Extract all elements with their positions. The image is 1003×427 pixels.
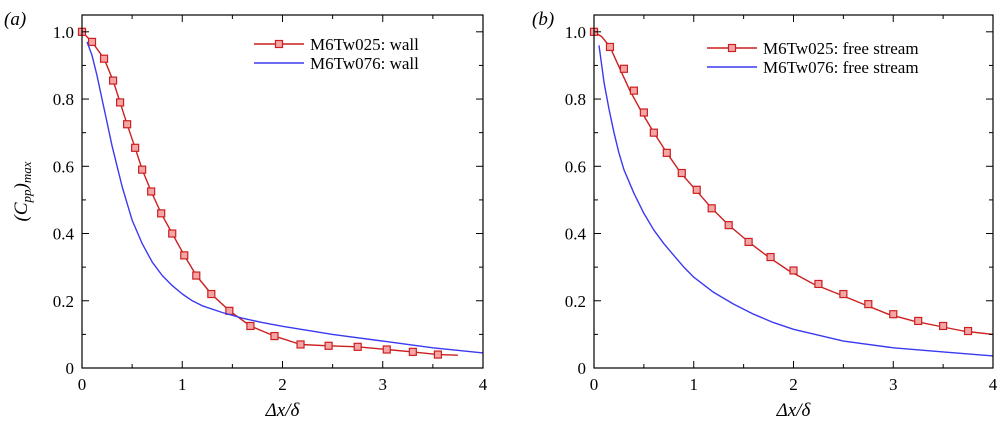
x-tick-label: 0 [78, 375, 87, 394]
series-line-1 [598, 45, 994, 357]
panel-label: (b) [532, 9, 554, 30]
legend-label: M6Tw076: free stream [763, 58, 919, 77]
data-point [814, 279, 823, 289]
legend-label: M6Tw025: free stream [763, 39, 919, 58]
data-point [138, 165, 147, 174]
y-tick-label: 0.8 [565, 90, 586, 109]
y-tick-label: 0 [66, 359, 75, 378]
data-point [692, 185, 701, 194]
data-point [707, 204, 716, 213]
data-point [270, 331, 279, 341]
data-point [147, 187, 156, 196]
data-point [324, 341, 333, 350]
data-point [87, 37, 97, 46]
data-point [180, 251, 189, 260]
y-tick-label: 0 [578, 359, 587, 378]
data-point [629, 86, 639, 95]
x-tick-label: 3 [379, 375, 388, 394]
data-point [192, 271, 201, 280]
data-point [939, 321, 948, 331]
legend-marker [727, 43, 737, 53]
data-point [246, 321, 255, 331]
data-point [99, 54, 109, 63]
data-point [914, 316, 923, 326]
x-tick-label: 0 [590, 375, 599, 394]
ticks-layer: 0 1 2 3 4 0 0.2 0.4 0.6 0.8 1.0 [53, 15, 488, 394]
y-axis-label: (Cpp)max [11, 161, 34, 221]
y-tick-label: 0.6 [565, 157, 586, 176]
x-tick-label: 3 [889, 375, 898, 394]
x-tick-label: 1 [178, 375, 187, 394]
legend-label: M6Tw076: wall [310, 54, 419, 73]
data-point [353, 342, 362, 351]
data-point [157, 209, 166, 218]
data-point [963, 326, 973, 336]
data-point [649, 128, 658, 137]
series-line-1 [86, 41, 484, 354]
data-point [115, 98, 125, 107]
series-line-0 [593, 31, 994, 336]
data-point [677, 168, 686, 178]
data-point [619, 64, 629, 73]
y-tick-label: 0.4 [53, 225, 75, 244]
data-point [789, 266, 798, 275]
y-tick-label: 0.8 [53, 90, 74, 109]
data-point [296, 340, 305, 349]
data-point [639, 108, 648, 117]
data-point [766, 252, 775, 262]
x-axis-label: Δx/δ [776, 400, 812, 421]
data-point [724, 221, 733, 230]
legend-label: M6Tw025: wall [310, 35, 419, 54]
data-point [382, 345, 391, 354]
chart-panel-a: (a) 0 1 2 3 400.20.40.60.81.0 Δx/δ (Cpp)max … [4, 9, 488, 421]
y-tick-label: 0.4 [565, 225, 587, 244]
y-tick-label: 0.6 [53, 157, 74, 176]
data-point [108, 76, 118, 85]
y-tick-label: 0.2 [53, 292, 74, 311]
data-point [207, 289, 216, 299]
y-tick-label: 1.0 [565, 23, 586, 42]
ticks-layer: 0 1 2 3 4 0 0.2 0.4 0.6 0.8 1.0 [565, 15, 998, 394]
y-tick-label: 0.2 [565, 292, 586, 311]
series-line-0 [81, 31, 458, 356]
series-layer [77, 27, 484, 359]
data-point [889, 310, 898, 319]
x-tick-label: 2 [278, 375, 287, 394]
data-point [744, 237, 753, 247]
data-point [605, 42, 615, 52]
x-tick-label: 2 [789, 375, 798, 394]
x-tick-label: 4 [989, 375, 998, 394]
data-point [123, 120, 132, 129]
y-tick-label: 1.0 [53, 23, 74, 42]
data-point [433, 350, 442, 359]
x-axis-label: Δx/δ [265, 400, 301, 421]
data-point [662, 148, 671, 157]
data-point [408, 347, 417, 356]
data-point [864, 300, 873, 309]
data-point [131, 143, 140, 152]
x-tick-label: 1 [690, 375, 699, 394]
plot-frame [81, 14, 484, 369]
chart-panel-b: (b) 0 1 2 3 4 0 0.2 0.4 0.6 0.8 1.0 Δx/δ M6Tw025: … [532, 9, 998, 421]
legend-marker [274, 39, 284, 49]
series-layer [589, 27, 994, 357]
data-point [168, 229, 177, 238]
panel-label: (a) [4, 9, 26, 30]
x-tick-label: 4 [479, 375, 488, 394]
data-point [839, 289, 848, 299]
